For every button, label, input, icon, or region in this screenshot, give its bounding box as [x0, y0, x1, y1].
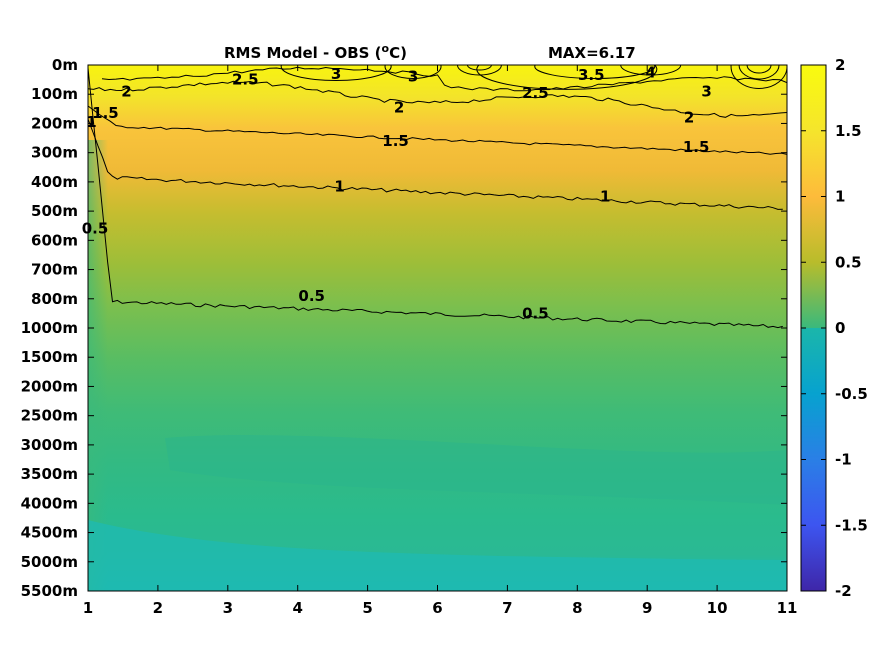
title-unit-sup: o [382, 42, 390, 55]
contour-label: 2 [684, 109, 694, 127]
y-tick-label: 500m [31, 202, 78, 220]
y-tick-label: 1000m [21, 319, 78, 337]
contour-1p5 [88, 105, 787, 155]
y-tick-label: 0m [52, 56, 78, 74]
contour-lines [88, 65, 787, 329]
y-tick-label: 100m [31, 85, 78, 103]
colorbar-tick-label: 1.5 [835, 122, 862, 140]
colorbar-tick-label: -0.5 [835, 385, 868, 403]
contour-3-right [476, 65, 658, 90]
y-tick-label: 5500m [21, 582, 78, 600]
x-tick-label: 10 [707, 599, 728, 617]
y-tick-label: 600m [31, 231, 78, 249]
contour-label: 2 [121, 82, 131, 100]
contour-3-mid [384, 65, 442, 79]
contour-label: 2.5 [232, 71, 259, 89]
field-background [88, 65, 787, 591]
y-tick-label: 400m [31, 173, 78, 191]
x-tick-label: 5 [362, 599, 372, 617]
contour-3p5 [534, 65, 656, 79]
y-tick-label: 2500m [21, 407, 78, 425]
left-edge-shading [88, 140, 108, 591]
contour-hi-2 [738, 65, 780, 80]
deep-cool-patch [165, 435, 787, 505]
x-tick-label: 6 [432, 599, 442, 617]
colorbar-tick-label: 0.5 [835, 253, 862, 271]
bottom-band [88, 520, 787, 591]
contour-3-left [280, 65, 392, 81]
x-tick-label: 9 [642, 599, 652, 617]
contour-4 [620, 65, 682, 76]
colorbar-tick-label: 0 [835, 319, 845, 337]
y-tick-label: 2000m [21, 377, 78, 395]
contour-0p5 [88, 67, 783, 329]
colorbar-ticks: 2 1.5 1 0.5 0 -0.5 -1 -1.5 -2 [801, 56, 868, 600]
y-tick-label: 3500m [21, 465, 78, 483]
contour-label: 1.5 [683, 138, 710, 156]
x-tick-label: 7 [502, 599, 512, 617]
x-tick-label: 11 [777, 599, 798, 617]
colorbar-tick-label: 2 [835, 56, 845, 74]
contour-label: 0.5 [82, 220, 109, 238]
x-tick-label: 8 [572, 599, 582, 617]
y-tick-label: 4500m [21, 524, 78, 542]
y-tick-label: 300m [31, 144, 78, 162]
x-axis: 1 2 3 4 5 6 7 8 9 10 11 [83, 65, 798, 617]
contour-hi-1 [730, 65, 787, 89]
x-tick-label: 3 [223, 599, 233, 617]
contour-label: 3.5 [578, 66, 605, 84]
contour-1 [88, 118, 783, 210]
y-tick-label: 3000m [21, 436, 78, 454]
colorbar-tick-label: -1.5 [835, 516, 868, 534]
title-unit: C) [389, 44, 407, 62]
contour-label: 1 [334, 177, 344, 195]
contour-label: 0.5 [522, 304, 549, 322]
contour-label: 4 [645, 63, 655, 81]
chart-title: RMS Model - OBS (oC) MAX=6.17 [224, 42, 636, 62]
contour-hi-3 [746, 65, 772, 74]
y-tick-label: 200m [31, 114, 78, 132]
y-tick-label: 4000m [21, 494, 78, 512]
contour-label: 0.5 [298, 287, 325, 305]
colorbar-tick-label: 1 [835, 188, 845, 206]
colorbar: 2 1.5 1 0.5 0 -0.5 -1 -1.5 -2 [800, 56, 868, 600]
y-tick-label: 800m [31, 290, 78, 308]
contour-label: 2 [394, 98, 404, 116]
x-tick-label: 1 [83, 599, 93, 617]
contour-label: 1 [86, 113, 96, 131]
y-tick-label: 700m [31, 261, 78, 279]
svg-text:RMS Model - OBS (oC): RMS Model - OBS (oC) [224, 42, 407, 62]
contour-hi-5 [466, 65, 492, 71]
contour-2p5 [101, 66, 787, 92]
plot-area [88, 65, 787, 591]
contour-label: 3 [331, 65, 341, 83]
contour-hi-4 [456, 65, 502, 76]
contour-2 [88, 80, 787, 118]
colorbar-tick-label: -1 [835, 451, 852, 469]
contour-label: 1.5 [382, 132, 409, 150]
y-axis: 0m 100m 200m 300m 400m 500m 600m 700m 800m 1000m 1… [21, 56, 787, 600]
y-tick-label: 5000m [21, 553, 78, 571]
contour-label: 2.5 [522, 84, 549, 102]
colorbar-tick-label: -2 [835, 582, 852, 600]
x-tick-label: 2 [153, 599, 163, 617]
title-left: RMS Model - OBS ( [224, 44, 382, 62]
y-tick-label: 1500m [21, 348, 78, 366]
contour-label: 3 [408, 68, 418, 86]
title-max: MAX=6.17 [548, 44, 636, 62]
contour-label: 1.5 [92, 104, 119, 122]
contour-label: 1 [600, 188, 610, 206]
contour-label: 3 [701, 82, 711, 100]
x-tick-label: 4 [292, 599, 302, 617]
